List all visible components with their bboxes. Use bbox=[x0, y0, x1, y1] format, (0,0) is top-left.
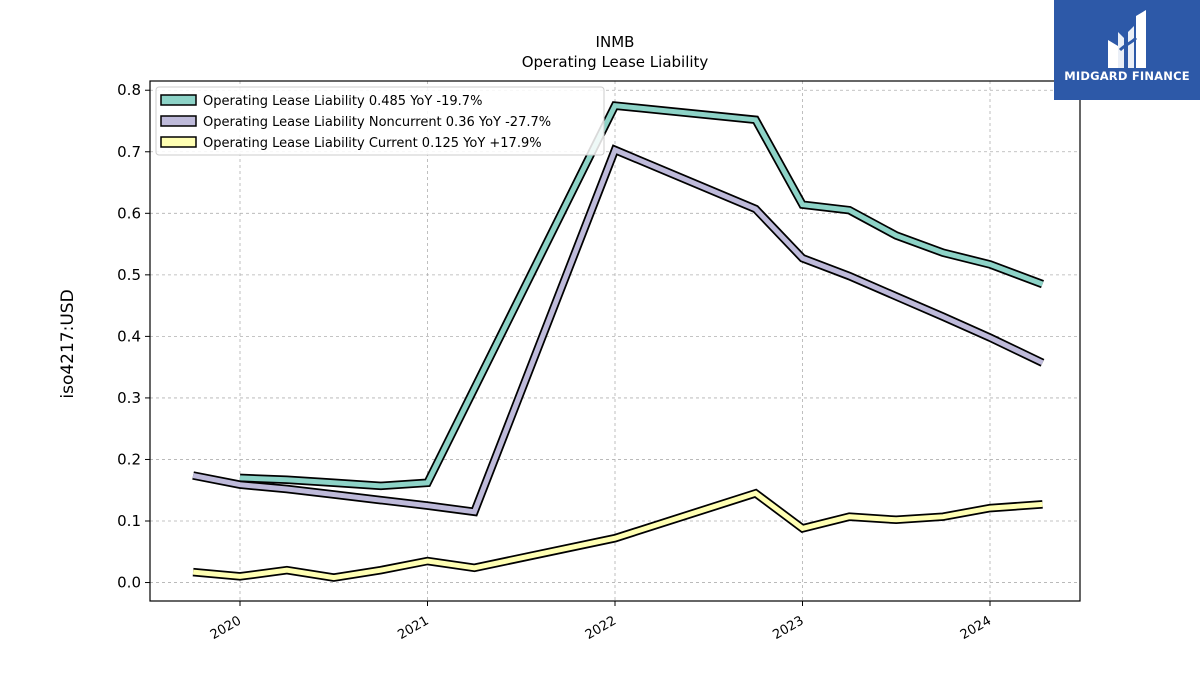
legend-box bbox=[155, 86, 605, 156]
legend-swatch-1 bbox=[160, 115, 197, 127]
chart-subtitle: Operating Lease Liability bbox=[522, 53, 709, 71]
legend-swatch-2 bbox=[160, 136, 197, 148]
legend-label-0: Operating Lease Liability 0.485 YoY -19.… bbox=[203, 94, 482, 109]
legend-label-2: Operating Lease Liability Current 0.125 … bbox=[203, 136, 542, 151]
series-layer bbox=[192, 101, 1045, 582]
chart-title: INMB bbox=[596, 33, 635, 51]
y-tick-label: 0.6 bbox=[117, 204, 141, 222]
series-line-1 bbox=[192, 146, 1044, 515]
y-tick-label: 0.3 bbox=[117, 389, 141, 407]
y-axis: 0.0 0.1 0.2 0.3 0.4 0.5 0.6 0.7 0.8 bbox=[117, 81, 150, 592]
logo-mark-icon bbox=[1108, 10, 1146, 68]
series-line-2 bbox=[192, 490, 1043, 581]
y-tick-label: 0.0 bbox=[117, 574, 141, 592]
legend-label-1: Operating Lease Liability Noncurrent 0.3… bbox=[203, 115, 551, 130]
legend-swatch-0 bbox=[160, 94, 197, 106]
x-tick-label: 2020 bbox=[208, 613, 244, 643]
y-tick-label: 0.8 bbox=[117, 81, 141, 99]
series-outline-1 bbox=[192, 144, 1045, 517]
y-tick-label: 0.1 bbox=[117, 512, 141, 530]
logo-text: MIDGARD FINANCE bbox=[1064, 69, 1190, 83]
y-tick-label: 0.7 bbox=[117, 143, 141, 161]
y-axis-label: iso4217:USD bbox=[58, 289, 78, 398]
y-tick-label: 0.4 bbox=[117, 327, 141, 345]
series-line-0 bbox=[239, 102, 1044, 489]
x-tick-label: 2021 bbox=[395, 613, 431, 643]
brand-logo: MIDGARD FINANCE bbox=[1054, 0, 1200, 100]
y-tick-label: 0.5 bbox=[117, 266, 141, 284]
x-tick-label: 2022 bbox=[583, 613, 619, 643]
legend: Operating Lease Liability 0.485 YoY -19.… bbox=[155, 86, 605, 156]
x-tick-label: 2023 bbox=[770, 613, 806, 643]
x-tick-label: 2024 bbox=[958, 613, 994, 643]
x-axis: 2020 2021 2022 2023 2024 bbox=[208, 601, 994, 643]
y-tick-label: 0.2 bbox=[117, 450, 141, 468]
